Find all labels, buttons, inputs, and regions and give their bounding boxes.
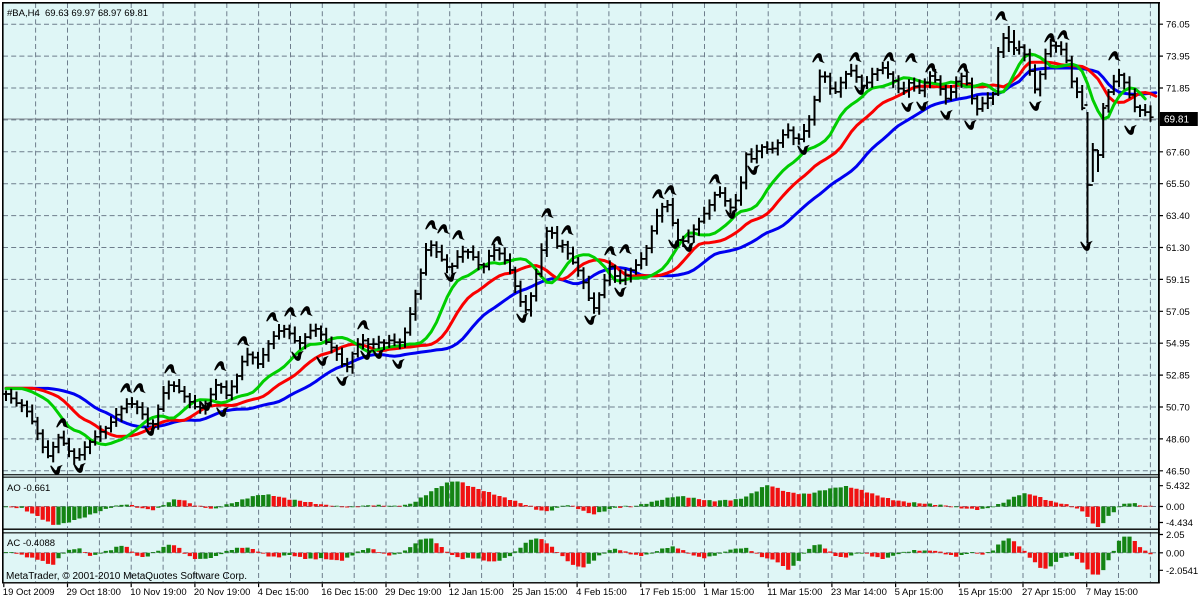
svg-text:2.05: 2.05 xyxy=(1166,530,1185,541)
svg-text:AO -0.661: AO -0.661 xyxy=(7,483,50,494)
svg-text:17 Feb 15:00: 17 Feb 15:00 xyxy=(640,587,696,598)
svg-text:29 Oct 18:00: 29 Oct 18:00 xyxy=(67,587,121,598)
svg-text:71.85: 71.85 xyxy=(1166,84,1190,95)
svg-text:11 Mar 15:00: 11 Mar 15:00 xyxy=(767,587,822,598)
svg-text:25 Jan 15:00: 25 Jan 15:00 xyxy=(512,587,567,598)
svg-text:20 Nov 19:00: 20 Nov 19:00 xyxy=(194,587,251,598)
svg-text:10 Nov 19:00: 10 Nov 19:00 xyxy=(130,587,187,598)
svg-text:-2.0541: -2.0541 xyxy=(1166,566,1198,577)
svg-text:4 Feb 15:00: 4 Feb 15:00 xyxy=(576,587,627,598)
svg-text:69.81: 69.81 xyxy=(1164,115,1189,126)
svg-text:#BA,H4 69.63 69.97 68.97 69.8: #BA,H4 69.63 69.97 68.97 69.81 xyxy=(7,8,148,19)
svg-text:12 Jan 15:00: 12 Jan 15:00 xyxy=(449,587,504,598)
svg-text:4 Dec 15:00: 4 Dec 15:00 xyxy=(258,587,309,598)
svg-text:54.95: 54.95 xyxy=(1166,339,1190,350)
svg-text:73.95: 73.95 xyxy=(1166,52,1190,63)
svg-text:76.05: 76.05 xyxy=(1166,20,1190,31)
svg-text:48.60: 48.60 xyxy=(1166,434,1190,445)
svg-text:52.85: 52.85 xyxy=(1166,371,1190,382)
svg-text:MetaTrader, © 2001-2010 MetaQu: MetaTrader, © 2001-2010 MetaQuotes Softw… xyxy=(6,571,247,582)
svg-text:27 Apr 15:00: 27 Apr 15:00 xyxy=(1022,587,1076,598)
svg-text:-4.434: -4.434 xyxy=(1166,518,1193,529)
svg-text:5 Apr 15:00: 5 Apr 15:00 xyxy=(895,587,944,598)
svg-text:57.05: 57.05 xyxy=(1166,307,1190,318)
svg-text:0.00: 0.00 xyxy=(1166,502,1185,513)
svg-text:63.40: 63.40 xyxy=(1166,211,1190,222)
svg-text:23 Mar 14:00: 23 Mar 14:00 xyxy=(831,587,887,598)
svg-text:29 Dec 19:00: 29 Dec 19:00 xyxy=(385,587,442,598)
svg-text:65.50: 65.50 xyxy=(1166,179,1190,190)
svg-text:1 Mar 15:00: 1 Mar 15:00 xyxy=(704,587,755,598)
svg-text:15 Apr 15:00: 15 Apr 15:00 xyxy=(958,587,1012,598)
svg-text:5.432: 5.432 xyxy=(1166,481,1190,492)
svg-text:0.00: 0.00 xyxy=(1166,548,1185,559)
svg-text:AC -0.4088: AC -0.4088 xyxy=(7,538,55,549)
svg-text:67.60: 67.60 xyxy=(1166,147,1190,158)
svg-text:46.50: 46.50 xyxy=(1166,466,1190,477)
svg-text:7 May 15:00: 7 May 15:00 xyxy=(1086,587,1138,598)
svg-text:50.70: 50.70 xyxy=(1166,403,1190,414)
svg-text:16 Dec 15:00: 16 Dec 15:00 xyxy=(321,587,378,598)
svg-text:59.15: 59.15 xyxy=(1166,275,1190,286)
svg-text:19 Oct 2009: 19 Oct 2009 xyxy=(3,587,55,598)
svg-text:61.30: 61.30 xyxy=(1166,243,1190,254)
